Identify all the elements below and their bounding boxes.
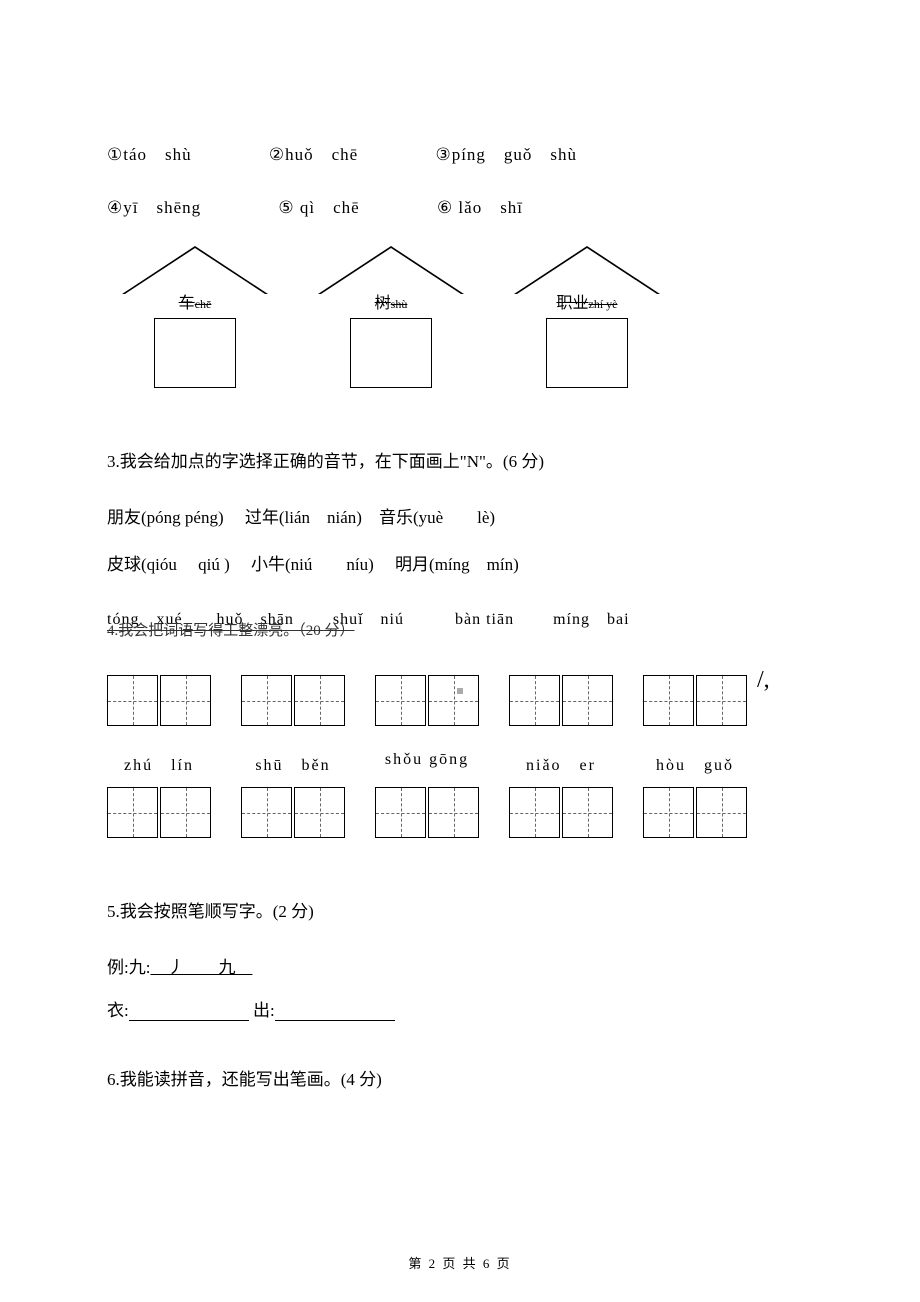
grid-pair[interactable]	[509, 675, 613, 726]
option-1: ①táo shù	[107, 145, 192, 164]
house-zhiye: 职业zhí yè	[514, 246, 660, 388]
question-5-example: 例:九: 丿 九	[107, 953, 813, 978]
question-5-title: 5.我会按照笔顺写字。(2 分)	[107, 898, 813, 925]
roof-icon	[514, 246, 660, 294]
question-3-line-2: 皮球(qióu qiú ) 小牛(niú níu) 明月(míng mín)	[107, 550, 813, 575]
grid-pair[interactable]	[643, 787, 747, 838]
pinyin-label: niǎo er	[509, 751, 613, 775]
pinyin-options-row-1: ①táo shù ②huǒ chē ③píng guǒ shù	[107, 140, 813, 165]
house-che: 车chē	[122, 246, 268, 388]
question-3-title: 3.我会给加点的字选择正确的音节，在下面画上"N"。(6 分)	[107, 448, 813, 475]
answer-box[interactable]	[546, 318, 628, 388]
question-3-line-1: 朋友(póng péng) 过年(lián nián) 音乐(yuè lè)	[107, 503, 813, 528]
blank-chu[interactable]	[275, 1003, 395, 1021]
option-2: ②huǒ chē	[269, 145, 358, 164]
option-6: ⑥ lǎo shī	[437, 198, 523, 217]
pinyin-label: zhú lín	[107, 751, 211, 775]
blank-yi[interactable]	[129, 1003, 249, 1021]
grid-pair[interactable]	[643, 675, 747, 726]
house-label: 职业zhí yè	[556, 289, 617, 313]
house-diagrams: 车chē 树shù 职业zhí yè	[122, 246, 813, 388]
q4-title-struck: 4.我会把词语写得工整漂亮。（20 分）	[107, 619, 355, 640]
option-3: ③píng guǒ shù	[435, 145, 577, 164]
question-6-title: 6.我能读拼音，还能写出笔画。(4 分)	[107, 1066, 813, 1093]
pinyin-label: hòu guǒ	[643, 751, 747, 775]
slash-mark: /,	[757, 667, 770, 694]
grid-pair[interactable]	[509, 787, 613, 838]
house-label: 车chē	[179, 289, 212, 313]
tian-grid-row-2	[107, 787, 813, 838]
q4-labels-row-2: zhú lín shū běn shǒu gōng niǎo er hòu gu…	[107, 751, 813, 775]
grid-pair[interactable]	[375, 787, 479, 838]
grid-pair[interactable]	[107, 675, 211, 726]
tian-grid-row-1: /,	[107, 675, 813, 726]
pinyin-label: shǒu gōng	[375, 751, 479, 775]
page-footer: 第 2 页 共 6 页	[0, 1253, 920, 1272]
house-shu: 树shù	[318, 246, 464, 388]
roof-icon	[122, 246, 268, 294]
house-label: 树shù	[375, 289, 408, 313]
grid-pair[interactable]	[241, 787, 345, 838]
question-5-blanks: 衣: 出:	[107, 996, 813, 1021]
pinyin-options-row-2: ④yī shēng ⑤ qì chē ⑥ lǎo shī	[107, 193, 813, 218]
pinyin-label: shū běn	[241, 751, 345, 775]
roof-icon	[318, 246, 464, 294]
option-4: ④yī shēng	[107, 198, 201, 217]
option-5: ⑤ qì chē	[278, 198, 359, 217]
grid-pair[interactable]	[241, 675, 345, 726]
answer-box[interactable]	[154, 318, 236, 388]
grid-pair[interactable]	[375, 675, 479, 726]
grid-pair[interactable]	[107, 787, 211, 838]
answer-box[interactable]	[350, 318, 432, 388]
question-4-header: tóng xué huǒ shān shuǐ niú bàn tiān míng…	[107, 605, 813, 635]
